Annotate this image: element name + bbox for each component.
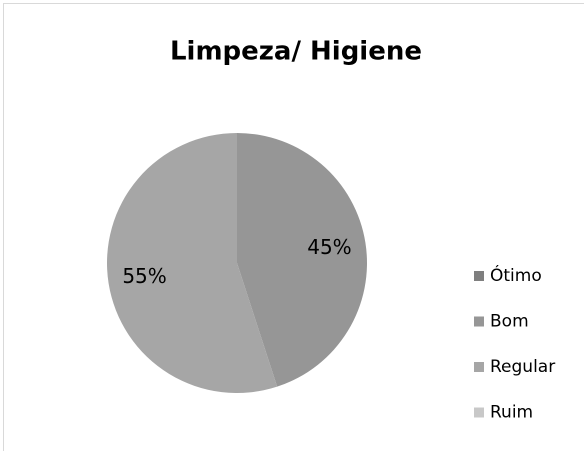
legend-swatch: [474, 407, 484, 418]
legend-swatch: [474, 271, 484, 281]
data-label: 45%: [307, 235, 351, 259]
data-label: 55%: [122, 264, 166, 288]
legend-label: Regular: [490, 357, 555, 377]
legend-label: Ruim: [490, 403, 533, 423]
legend-label: Bom: [490, 312, 529, 332]
legend-label: Ótimo: [490, 264, 542, 286]
pie-slice: [107, 133, 278, 393]
legend-swatch: [474, 362, 484, 372]
chart-title: Limpeza/ Higiene: [170, 37, 422, 67]
legend-swatch: [474, 316, 484, 327]
pie-slice: [237, 133, 367, 387]
